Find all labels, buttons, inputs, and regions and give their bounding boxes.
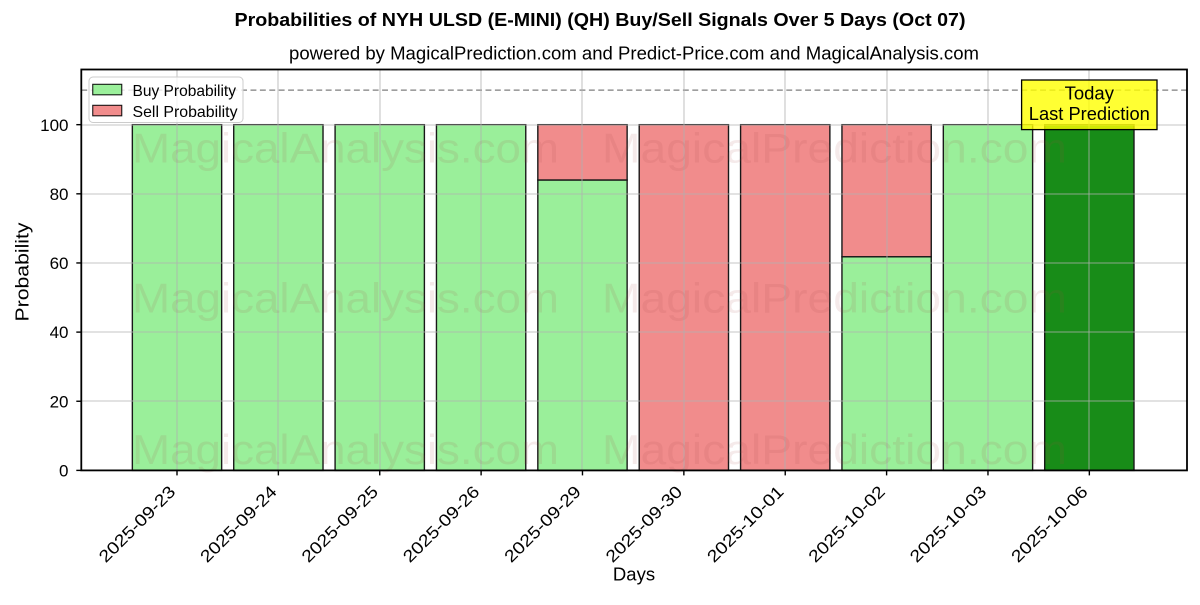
svg-text:MagicalPrediction.com: MagicalPrediction.com — [602, 426, 1067, 473]
svg-text:80: 80 — [50, 185, 69, 204]
svg-text:Buy Probability: Buy Probability — [133, 83, 237, 100]
svg-text:60: 60 — [50, 254, 69, 273]
svg-text:MagicalAnalysis.com: MagicalAnalysis.com — [132, 124, 559, 171]
svg-text:MagicalPrediction.com: MagicalPrediction.com — [602, 124, 1067, 171]
svg-text:Last Prediction: Last Prediction — [1029, 103, 1150, 124]
svg-text:Sell Probability: Sell Probability — [133, 104, 238, 121]
svg-text:0: 0 — [59, 462, 68, 481]
svg-text:MagicalAnalysis.com: MagicalAnalysis.com — [132, 426, 559, 473]
svg-text:Today: Today — [1065, 83, 1115, 104]
svg-text:Days: Days — [613, 564, 655, 585]
svg-text:MagicalAnalysis.com: MagicalAnalysis.com — [132, 275, 559, 322]
svg-text:powered by MagicalPrediction.c: powered by MagicalPrediction.com and Pre… — [289, 42, 979, 63]
svg-text:Probabilities of NYH ULSD (E-M: Probabilities of NYH ULSD (E-MINI) (QH) … — [235, 9, 966, 30]
svg-text:20: 20 — [50, 392, 69, 411]
svg-text:MagicalPrediction.com: MagicalPrediction.com — [602, 275, 1067, 322]
svg-text:100: 100 — [40, 116, 68, 135]
svg-text:40: 40 — [50, 323, 69, 342]
svg-text:Probability: Probability — [12, 222, 33, 322]
